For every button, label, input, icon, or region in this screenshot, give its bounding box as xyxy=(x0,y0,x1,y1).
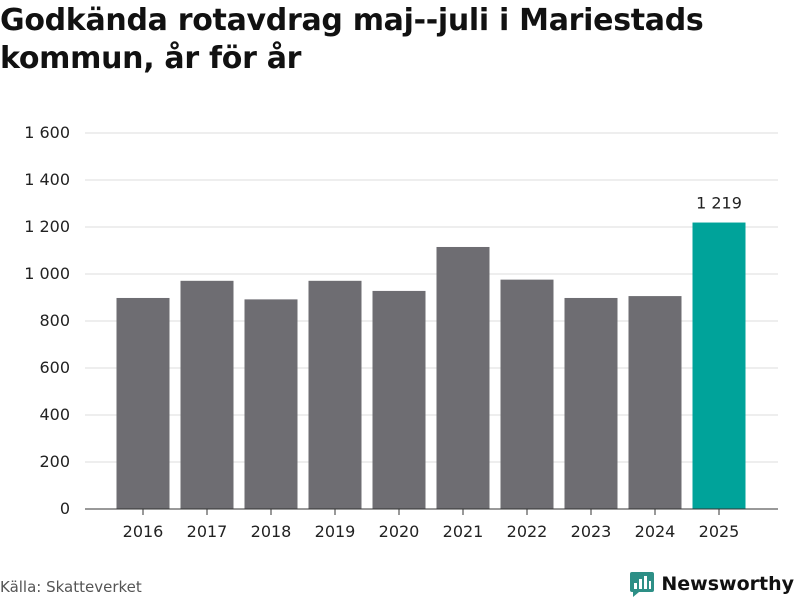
bar-2019 xyxy=(308,280,362,509)
y-tick-label: 0 xyxy=(60,499,70,518)
y-tick-label: 400 xyxy=(39,405,70,424)
x-axis-tick-labels: 2016 2017 2018 2019 2020 2021 2022 2023 2024 2025 xyxy=(123,509,740,541)
bar-2016 xyxy=(116,297,170,509)
bar-2022 xyxy=(500,279,554,509)
x-tick-label: 2021 xyxy=(443,522,484,541)
y-tick-label: 600 xyxy=(39,358,70,377)
brand-name: Newsworthy xyxy=(661,573,794,595)
x-tick-label: 2017 xyxy=(187,522,228,541)
x-tick-label: 2019 xyxy=(315,522,356,541)
bar-2018 xyxy=(244,299,298,509)
brand-logo: Newsworthy xyxy=(629,570,794,598)
y-axis-tick-labels: 0 200 400 600 800 1 000 1 200 1 400 1 600 xyxy=(24,123,70,518)
x-tick-label: 2025 xyxy=(699,522,740,541)
data-labels: 1 219 xyxy=(696,194,742,213)
x-tick-label: 2023 xyxy=(571,522,612,541)
y-tick-label: 200 xyxy=(39,452,70,471)
x-tick-label: 2024 xyxy=(635,522,676,541)
x-tick-label: 2016 xyxy=(123,522,164,541)
bar-2017 xyxy=(180,280,234,509)
y-tick-label: 1 000 xyxy=(24,264,70,283)
x-tick-label: 2020 xyxy=(379,522,420,541)
bar-2025 xyxy=(692,222,746,509)
y-tick-label: 1 400 xyxy=(24,170,70,189)
chart-title: Godkända rotavdrag maj--juli i Mariestad… xyxy=(0,3,704,76)
bar-2023 xyxy=(564,297,618,509)
y-tick-label: 800 xyxy=(39,311,70,330)
x-tick-label: 2022 xyxy=(507,522,548,541)
bar-2020 xyxy=(372,290,426,509)
bar-2021 xyxy=(436,246,490,509)
y-tick-label: 1 200 xyxy=(24,217,70,236)
bar-2024 xyxy=(628,296,682,509)
data-label: 1 219 xyxy=(696,194,742,213)
newsworthy-logo-icon xyxy=(629,570,655,598)
bars xyxy=(116,222,746,509)
x-tick-label: 2018 xyxy=(251,522,292,541)
source-note: Källa: Skatteverket xyxy=(0,578,142,596)
y-tick-label: 1 600 xyxy=(24,123,70,142)
